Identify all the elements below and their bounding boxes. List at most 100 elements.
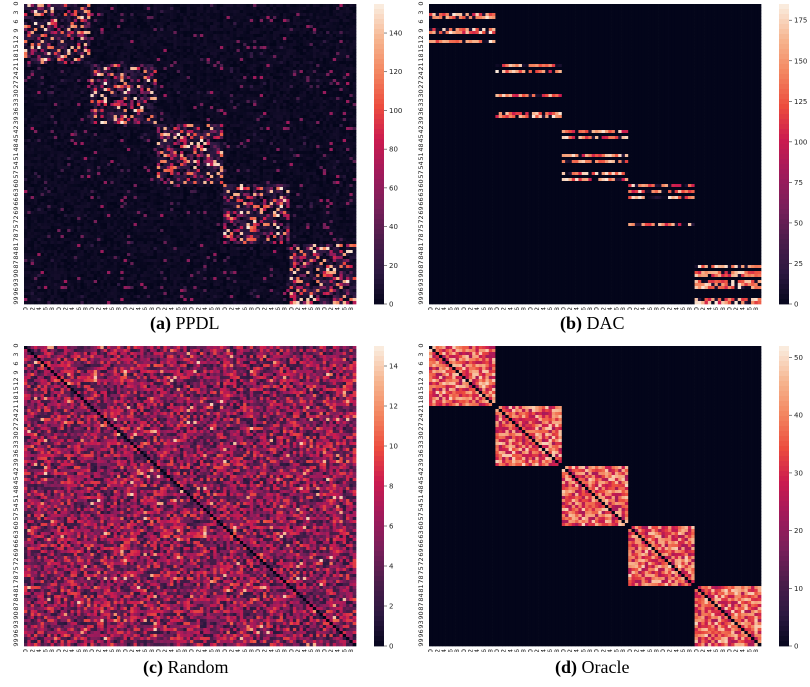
heatmap-cell <box>77 4 81 8</box>
heatmap-cell <box>316 94 320 98</box>
heatmap-cell <box>170 106 174 110</box>
heatmap-cell <box>120 94 124 98</box>
heatmap-cell <box>273 112 277 116</box>
heatmap-cell <box>316 13 320 17</box>
heatmap-cell <box>226 31 231 35</box>
heatmap-cell <box>263 142 267 146</box>
heatmap-cell <box>100 130 105 134</box>
heatmap-cell <box>136 76 141 80</box>
heatmap-cell <box>143 34 148 38</box>
heatmap-cell <box>166 40 171 44</box>
heatmap-cell <box>209 85 214 89</box>
heatmap-cell <box>239 76 244 80</box>
heatmap-cell <box>219 73 224 77</box>
heatmap-cell <box>176 43 181 47</box>
heatmap-cell <box>233 37 237 41</box>
heatmap-cell <box>57 136 61 140</box>
heatmap-cell <box>90 136 95 140</box>
heatmap-cell <box>107 124 111 128</box>
heatmap-cell <box>339 127 344 131</box>
heatmap-cell <box>309 130 314 134</box>
heatmap-cell <box>166 106 171 110</box>
heatmap-cell <box>193 88 197 92</box>
heatmap-cell <box>276 139 280 143</box>
heatmap-cell <box>193 55 197 59</box>
heatmap-cell <box>133 67 138 71</box>
heatmap-cell <box>27 16 31 20</box>
heatmap-cell <box>83 13 88 17</box>
heatmap-cell <box>209 151 214 155</box>
heatmap-cell <box>110 139 114 143</box>
heatmap-cell <box>199 25 204 29</box>
heatmap-cell <box>332 121 337 125</box>
heatmap-cell <box>346 136 350 140</box>
heatmap-cell <box>57 7 61 11</box>
heatmap-cell <box>170 31 174 35</box>
heatmap-cell <box>249 109 254 113</box>
heatmap-cell <box>57 22 61 26</box>
heatmap-cell <box>299 85 304 89</box>
heatmap-cell <box>279 76 284 80</box>
heatmap-cell <box>329 109 334 113</box>
heatmap-cell <box>30 109 35 113</box>
heatmap-cell <box>339 13 344 17</box>
heatmap-cell <box>279 133 284 137</box>
heatmap-cell <box>289 37 294 41</box>
heatmap-cell <box>30 124 35 128</box>
heatmap-cell <box>279 127 284 131</box>
heatmap-cell <box>219 109 224 113</box>
heatmap-cell <box>100 37 105 41</box>
heatmap-cell <box>110 88 114 92</box>
heatmap-cell <box>286 127 290 131</box>
heatmap-cell <box>213 85 217 89</box>
heatmap-cell <box>73 79 78 83</box>
heatmap-cell <box>73 25 78 29</box>
heatmap-cell <box>246 139 251 143</box>
heatmap-cell <box>296 133 300 137</box>
heatmap-cell <box>259 7 264 11</box>
heatmap-cell <box>326 97 330 101</box>
heatmap-cell <box>266 103 271 107</box>
heatmap-cell <box>170 58 174 62</box>
heatmap-cell <box>349 70 354 74</box>
heatmap-cell <box>289 40 294 44</box>
heatmap-cell <box>349 31 354 35</box>
heatmap-cell <box>93 88 98 92</box>
heatmap-cell <box>180 106 184 110</box>
heatmap-cell <box>196 124 201 128</box>
heatmap-cell <box>33 103 38 107</box>
heatmap-cell <box>140 91 144 95</box>
heatmap-cell <box>282 136 287 140</box>
heatmap-cell <box>253 7 257 11</box>
heatmap-cell <box>279 31 284 35</box>
heatmap-cell <box>183 145 188 149</box>
heatmap-cell <box>263 136 267 140</box>
heatmap-cell <box>263 82 267 86</box>
heatmap-cell <box>342 133 347 137</box>
heatmap-cell <box>286 151 290 155</box>
heatmap-cell <box>319 142 324 146</box>
heatmap-cell <box>306 76 310 80</box>
heatmap-cell <box>209 28 214 32</box>
heatmap-cell <box>186 76 191 80</box>
heatmap-cell <box>80 112 85 116</box>
heatmap-cell <box>90 43 95 47</box>
heatmap-cell <box>213 127 217 131</box>
heatmap-cell <box>253 112 257 116</box>
heatmap-cell <box>63 85 68 89</box>
heatmap-cell <box>153 100 158 104</box>
heatmap-cell <box>322 55 327 59</box>
heatmap-cell <box>206 13 211 17</box>
heatmap-cell <box>346 88 350 92</box>
heatmap-cell <box>57 70 61 74</box>
heatmap-cell <box>180 139 184 143</box>
heatmap-cell <box>176 16 181 20</box>
heatmap-cell <box>43 31 48 35</box>
heatmap-cell <box>306 130 310 134</box>
heatmap-cell <box>203 31 207 35</box>
heatmap-cell <box>176 64 181 68</box>
heatmap-cell <box>33 118 38 122</box>
heatmap-cell <box>352 49 357 53</box>
heatmap-cell <box>116 124 121 128</box>
heatmap-cell <box>63 121 68 125</box>
